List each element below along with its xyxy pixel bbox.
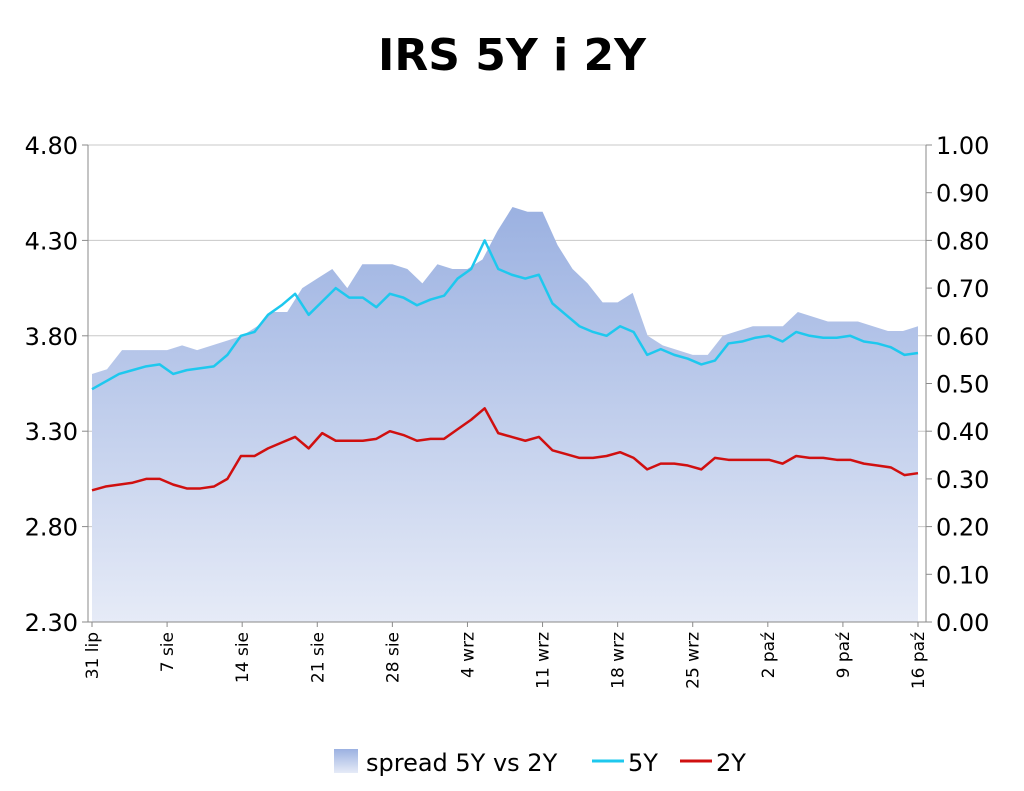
right-tick-label: 0.50 (936, 371, 989, 399)
legend-label-2y: 2Y (716, 749, 746, 777)
legend-label-5y: 5Y (628, 749, 658, 777)
x-tick-label: 7 sie (158, 632, 178, 672)
legend-swatch-spread (334, 749, 358, 773)
right-tick-label: 0.20 (936, 514, 989, 542)
x-tick-label: 11 wrz (534, 632, 554, 689)
legend: spread 5Y vs 2Y 5Y 2Y (334, 749, 746, 777)
chart-title: IRS 5Y i 2Y (378, 30, 646, 81)
x-tick-label: 18 wrz (609, 632, 629, 689)
right-tick-label: 0.30 (936, 466, 989, 494)
series-line-2y (91, 407, 919, 492)
right-tick-label: 0.80 (936, 227, 989, 255)
axis-layer: 2.30 2.80 3.30 3.80 4.30 4.80 0.00 0.10 0.20 0.30… (25, 132, 990, 689)
x-tick-label: 16 paź (909, 632, 929, 689)
left-tick-label: 4.30 (25, 227, 78, 255)
right-tick-label: 0.40 (936, 418, 989, 446)
x-tick-label: 4 wrz (458, 632, 478, 678)
series-line-5y (91, 239, 919, 391)
x-tick-label: 14 sie (233, 632, 253, 683)
x-tick-label: 2 paź (759, 632, 779, 678)
left-tick-label: 4.80 (25, 132, 78, 160)
x-tick-label: 21 sie (308, 632, 328, 683)
right-tick-label: 1.00 (936, 132, 989, 160)
right-tick-label: 0.60 (936, 323, 989, 351)
left-tick-label: 3.80 (25, 323, 78, 351)
left-tick-label: 2.80 (25, 514, 78, 542)
right-tick-label: 0.00 (936, 609, 989, 637)
area-layer (92, 207, 918, 622)
line-layer (91, 239, 919, 492)
legend-label-spread: spread 5Y vs 2Y (366, 749, 558, 777)
right-tick-label: 0.90 (936, 180, 989, 208)
x-tick-label: 31 lip (83, 632, 103, 679)
x-tick-label: 25 wrz (684, 632, 704, 689)
series-area-spread (92, 207, 918, 622)
right-tick-label: 0.70 (936, 275, 989, 303)
x-tick-label: 9 paź (834, 632, 854, 678)
left-tick-label: 2.30 (25, 609, 78, 637)
left-tick-label: 3.30 (25, 418, 78, 446)
right-tick-label: 0.10 (936, 561, 989, 589)
x-tick-label: 28 sie (383, 632, 403, 683)
